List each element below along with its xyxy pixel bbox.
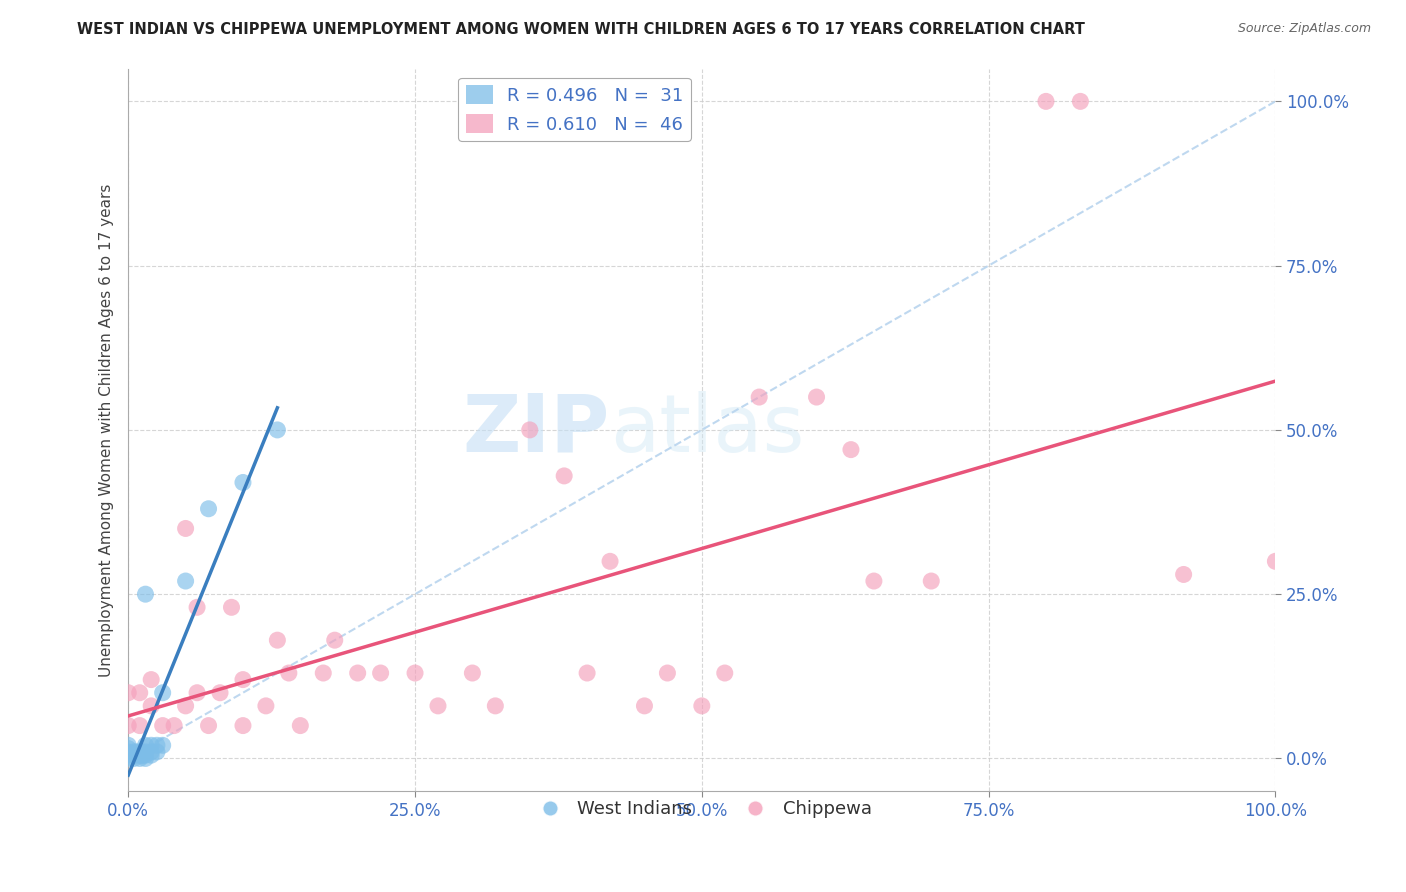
Point: [290, 718, 312, 732]
Point: [128, 718, 150, 732]
Point: [576, 666, 599, 681]
Point: [1069, 95, 1091, 109]
Point: [553, 469, 575, 483]
Point: [232, 718, 254, 732]
Point: [174, 698, 197, 713]
Point: [346, 666, 368, 681]
Point: [657, 666, 679, 681]
Point: [277, 666, 299, 681]
Point: [312, 666, 335, 681]
Point: [266, 423, 288, 437]
Point: [122, 748, 145, 763]
Point: [141, 748, 163, 763]
Point: [174, 574, 197, 588]
Y-axis label: Unemployment Among Women with Children Ages 6 to 17 years: Unemployment Among Women with Children A…: [100, 183, 114, 677]
Point: [128, 748, 150, 763]
Point: [713, 666, 735, 681]
Point: [427, 698, 450, 713]
Point: [141, 739, 163, 753]
Point: [484, 698, 506, 713]
Point: [128, 686, 150, 700]
Point: [117, 745, 139, 759]
Point: [131, 748, 153, 763]
Point: [186, 600, 208, 615]
Point: [132, 748, 155, 763]
Point: [806, 390, 828, 404]
Point: [152, 739, 174, 753]
Point: [232, 673, 254, 687]
Point: [1173, 567, 1195, 582]
Point: [127, 745, 149, 759]
Point: [519, 423, 541, 437]
Point: [152, 718, 174, 732]
Legend: West Indians, Chippewa: West Indians, Chippewa: [524, 793, 879, 826]
Point: [122, 745, 145, 759]
Point: [117, 741, 139, 756]
Text: Source: ZipAtlas.com: Source: ZipAtlas.com: [1237, 22, 1371, 36]
Text: WEST INDIAN VS CHIPPEWA UNEMPLOYMENT AMONG WOMEN WITH CHILDREN AGES 6 TO 17 YEAR: WEST INDIAN VS CHIPPEWA UNEMPLOYMENT AMO…: [77, 22, 1085, 37]
Point: [208, 686, 231, 700]
Point: [266, 633, 288, 648]
Point: [131, 745, 153, 759]
Point: [122, 751, 145, 765]
Point: [1035, 95, 1057, 109]
Point: [163, 718, 186, 732]
Point: [254, 698, 277, 713]
Point: [232, 475, 254, 490]
Point: [134, 739, 156, 753]
Point: [117, 686, 139, 700]
Point: [370, 666, 392, 681]
Point: [174, 521, 197, 535]
Point: [633, 698, 655, 713]
Point: [197, 718, 219, 732]
Point: [117, 718, 139, 732]
Point: [125, 748, 148, 763]
Point: [128, 751, 150, 765]
Point: [141, 745, 163, 759]
Point: [197, 501, 219, 516]
Point: [404, 666, 426, 681]
Point: [323, 633, 346, 648]
Point: [141, 698, 163, 713]
Point: [221, 600, 243, 615]
Point: [839, 442, 862, 457]
Point: [146, 739, 169, 753]
Point: [920, 574, 942, 588]
Text: atlas: atlas: [610, 391, 804, 469]
Point: [186, 686, 208, 700]
Point: [146, 745, 169, 759]
Point: [134, 751, 156, 765]
Point: [134, 587, 156, 601]
Point: [117, 748, 139, 763]
Point: [690, 698, 713, 713]
Point: [863, 574, 886, 588]
Point: [461, 666, 484, 681]
Point: [1264, 554, 1286, 568]
Point: [134, 745, 156, 759]
Point: [599, 554, 621, 568]
Point: [141, 673, 163, 687]
Point: [152, 686, 174, 700]
Point: [134, 748, 156, 763]
Point: [117, 751, 139, 765]
Point: [117, 739, 139, 753]
Point: [748, 390, 770, 404]
Text: ZIP: ZIP: [463, 391, 610, 469]
